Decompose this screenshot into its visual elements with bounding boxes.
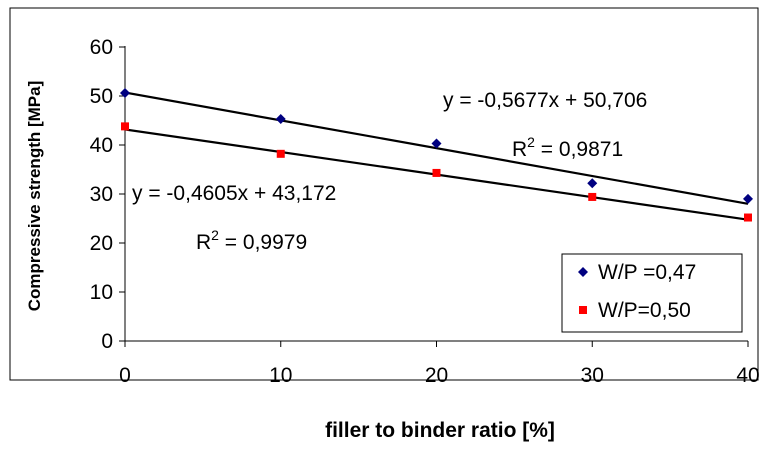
- legend-label: W/P=0,50: [598, 299, 691, 322]
- x-tick-label: 0: [119, 364, 131, 387]
- y-tick-label: 20: [90, 232, 113, 255]
- r-exponent: 2: [527, 134, 535, 150]
- data-point: [120, 88, 130, 99]
- series-layer: [120, 88, 753, 222]
- series-1: [121, 122, 752, 222]
- y-tick-label: 50: [90, 85, 113, 108]
- y-tick-label: 30: [90, 183, 113, 206]
- data-point: [275, 114, 286, 125]
- data-point: [743, 193, 753, 204]
- legend-entry: W/P=0,50: [579, 299, 691, 322]
- trendline-equation: y = -0,5677x + 50,706: [443, 89, 647, 112]
- legend: W/P =0,47 W/P=0,50: [561, 253, 743, 333]
- data-point: [431, 138, 442, 149]
- trendline-equation: y = -0,4605x + 43,172: [132, 182, 336, 205]
- y-tick-label: 40: [90, 134, 113, 157]
- legend-marker: [579, 306, 587, 314]
- x-tick-label: 40: [736, 364, 759, 387]
- x-tick-label: 10: [269, 364, 292, 387]
- legend-marker: [578, 267, 588, 277]
- data-point: [121, 122, 129, 131]
- data-point: [276, 149, 285, 158]
- y-tick-label: 10: [90, 281, 113, 304]
- data-point: [587, 178, 598, 189]
- x-tick-label: 30: [581, 364, 604, 387]
- r-symbol: R: [512, 138, 527, 161]
- r-value: = 0,9871: [535, 138, 623, 161]
- legend-box: [561, 253, 743, 333]
- r-squared-label: R2 = 0,9979: [196, 227, 307, 254]
- y-tick-label: 0: [101, 330, 113, 353]
- plot-area-frame: [9, 7, 759, 381]
- r-squared-label: R2 = 0,9871: [512, 134, 623, 161]
- x-tick-label: 20: [425, 364, 448, 387]
- x-axis-title: filler to binder ratio [%]: [325, 419, 555, 442]
- legend-label: W/P =0,47: [598, 261, 696, 284]
- legend-entry: W/P =0,47: [578, 261, 696, 284]
- data-point: [744, 213, 752, 222]
- data-point: [432, 168, 441, 177]
- series-0: [120, 88, 753, 205]
- r-exponent: 2: [211, 227, 219, 243]
- r-value: = 0,9979: [219, 231, 307, 254]
- y-axis-title: Compressive strength [MPa]: [25, 81, 44, 312]
- axes: 0 10 20 30 40 50 60 0 10 20 30 40: [90, 36, 759, 387]
- y-tick-label: 60: [90, 36, 113, 59]
- data-point: [588, 192, 597, 201]
- r-symbol: R: [196, 231, 211, 254]
